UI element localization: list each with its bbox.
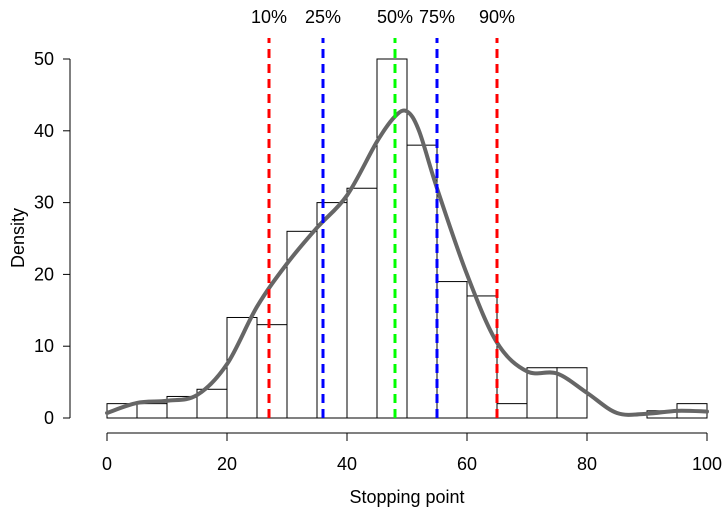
histogram-bar	[346, 187, 378, 419]
y-tick-label: 0	[44, 408, 54, 428]
quantile-label-25pct: 25%	[305, 7, 341, 27]
quantile-label-90pct: 90%	[479, 7, 515, 27]
y-axis-title: Density	[8, 208, 28, 268]
quantile-labels: 10% 25% 50% 75% 90%	[251, 7, 515, 27]
density-curve-line	[105, 108, 709, 417]
quantile-label-75pct: 75%	[419, 7, 455, 27]
x-tick-label: 0	[102, 454, 112, 474]
y-tick-label: 20	[34, 264, 54, 284]
histogram-bar	[496, 403, 528, 419]
x-tick-label: 100	[692, 454, 722, 474]
y-axis: 0 10 20 30 40 50	[34, 49, 71, 428]
quantile-label-50pct: 50%	[377, 7, 413, 27]
y-tick-label: 30	[34, 193, 54, 213]
histogram-bar	[256, 324, 288, 419]
x-axis: 0 20 40 60 80 100	[102, 432, 722, 474]
density-curve-group	[105, 108, 709, 417]
histogram-bar	[436, 281, 468, 419]
x-tick-label: 40	[337, 454, 357, 474]
x-tick-label: 60	[457, 454, 477, 474]
x-axis-title: Stopping point	[349, 487, 464, 507]
y-tick-label: 40	[34, 121, 54, 141]
quantile-lines	[267, 38, 499, 418]
histogram-bar	[136, 403, 168, 419]
x-tick-label: 80	[577, 454, 597, 474]
quantile-label-10pct: 10%	[251, 7, 287, 27]
histogram-bar	[406, 144, 438, 419]
y-tick-label: 50	[34, 49, 54, 69]
y-tick-label: 10	[34, 336, 54, 356]
histogram-bar	[376, 58, 408, 419]
x-tick-label: 20	[217, 454, 237, 474]
histogram-bar	[526, 367, 558, 419]
